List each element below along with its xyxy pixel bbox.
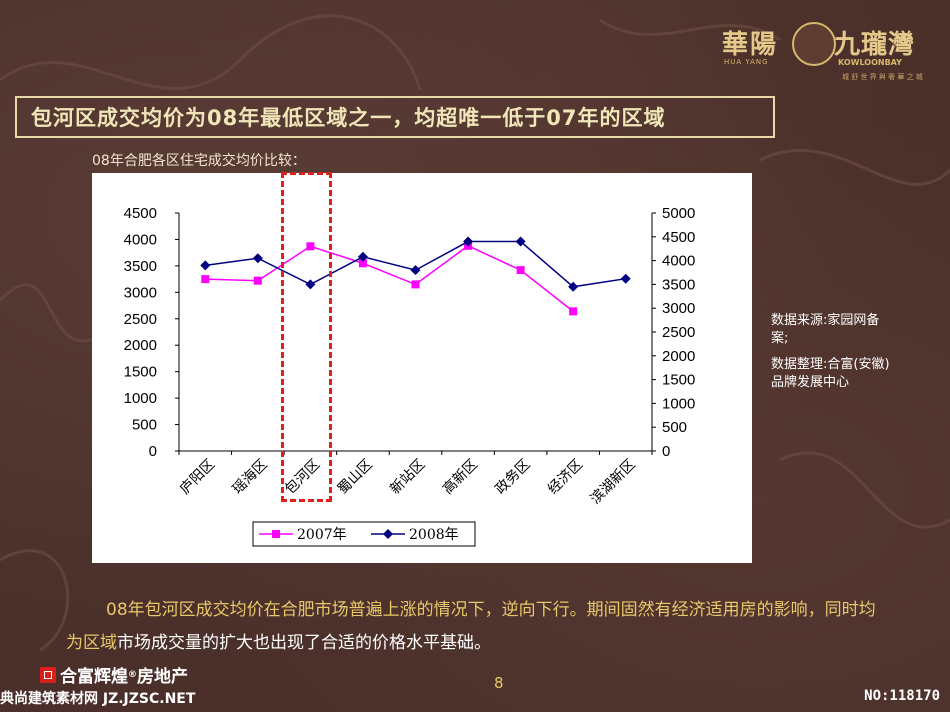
company-logo: 合富辉煌 ® 房地产 <box>40 662 188 687</box>
slide-title: 包河区成交均价为08年最低区域之一，均超唯一低于07年的区域 <box>15 96 775 138</box>
data-point <box>253 276 262 285</box>
watermark-right: NO:118170 <box>864 688 940 704</box>
data-point <box>516 266 525 275</box>
x-tick-label: 庐阳区 <box>177 457 218 498</box>
left-tick-label: 1500 <box>124 364 157 381</box>
left-tick-label: 2000 <box>124 337 157 354</box>
legend-label: 2008年 <box>409 527 459 543</box>
data-point <box>306 242 315 251</box>
registered-mark: ® <box>128 669 137 680</box>
left-tick-label: 2500 <box>124 311 157 328</box>
source-compiler: 数据整理:合富(安徽)品牌发展中心 <box>771 357 890 390</box>
data-point <box>357 251 368 262</box>
left-tick-label: 500 <box>132 417 157 434</box>
price-chart: 0 500 1000 1500 2000 2500 3000 3500 4000 4500 0 500… <box>92 173 752 563</box>
right-tick-label: 3500 <box>662 276 695 293</box>
left-tick-label: 3000 <box>124 284 157 301</box>
right-tick-label: 3000 <box>662 300 695 317</box>
source-line: 数据来源:家园网备案; <box>771 313 880 346</box>
x-tick-label: 瑶海区 <box>230 457 271 498</box>
data-point <box>305 279 316 290</box>
chart-subtitle: 08年合肥各区住宅成交均价比较： <box>92 153 306 169</box>
chart-svg: 0 500 1000 1500 2000 2500 3000 3500 4000 4500 0 500… <box>124 205 695 547</box>
right-tick-label: 5000 <box>662 205 695 222</box>
data-point <box>515 236 526 247</box>
left-tick-label: 0 <box>149 443 157 460</box>
right-tick-label: 4000 <box>662 253 695 270</box>
data-point <box>620 273 631 284</box>
right-tick-label: 1000 <box>662 395 695 412</box>
brand-name-en-1: HUA YANG <box>724 58 769 66</box>
right-tick-label: 1500 <box>662 372 695 389</box>
data-point <box>201 275 210 284</box>
right-tick-label: 4500 <box>662 229 695 246</box>
x-tick-label: 新站区 <box>387 457 428 498</box>
left-tick-label: 1000 <box>124 390 157 407</box>
data-point <box>252 253 263 264</box>
left-tick-label: 4000 <box>124 231 157 248</box>
left-tick-label: 3500 <box>124 258 157 275</box>
right-tick-label: 2500 <box>662 324 695 341</box>
company-mark-icon <box>40 666 56 683</box>
data-point <box>463 236 474 247</box>
right-tick-label: 0 <box>662 443 670 460</box>
left-tick-label: 4500 <box>124 205 157 222</box>
data-point <box>568 281 579 292</box>
legend-marker <box>383 529 393 539</box>
brand-tagline: 城 舒 世 界 與 奢 華 之 城 <box>842 73 923 81</box>
x-tick-label: 经济区 <box>545 457 586 498</box>
page-number: 8 <box>494 674 504 692</box>
data-point <box>200 260 211 271</box>
data-point <box>411 280 420 289</box>
brand-name-cn-2: 九瓏灣 <box>834 30 916 60</box>
data-point <box>569 307 578 316</box>
brand-logo: 華陽 九瓏灣 HUA YANG KOWLOONBAY 城 舒 世 界 與 奢 華… <box>722 22 932 84</box>
right-tick-label: 500 <box>662 419 687 436</box>
x-tick-label: 政务区 <box>492 457 533 498</box>
series-line-0 <box>205 244 574 312</box>
legend-label: 2007年 <box>297 527 347 543</box>
body-text-white: 市场成交量的扩大也出现了合适的价格水平基础。 <box>117 633 491 653</box>
legend-marker <box>272 530 280 538</box>
series-line-1 <box>205 240 626 288</box>
x-tick-label: 滨湖新区 <box>588 457 639 508</box>
body-text: 08年包河区成交均价在合肥市场普遍上涨的情况下，逆向下行。期间固然有经济适用房的… <box>66 594 886 660</box>
highlight-box <box>281 172 332 502</box>
watermark-left: 典尚建筑素材网 JZ.JZSC.NET <box>0 691 196 707</box>
brand-name-en-2: KOWLOONBAY <box>838 58 902 67</box>
brand-name-cn-1: 華陽 <box>722 30 779 60</box>
data-source: 数据来源:家园网备案; 数据整理:合富(安徽)品牌发展中心 <box>771 312 891 400</box>
company-name: 合富辉煌 <box>60 667 128 687</box>
x-tick-label: 蜀山区 <box>335 457 376 498</box>
body-text-gold: 08年包河区成交均价在合肥市场普遍上涨的情况下，逆向下行。期间固然有经济适用房的… <box>66 600 876 653</box>
x-tick-label: 高新区 <box>439 456 481 498</box>
data-point <box>358 259 367 268</box>
company-suffix: 房地产 <box>137 667 188 687</box>
brand-emblem-icon <box>792 22 836 66</box>
data-point <box>410 265 421 276</box>
right-tick-label: 2000 <box>662 348 695 365</box>
